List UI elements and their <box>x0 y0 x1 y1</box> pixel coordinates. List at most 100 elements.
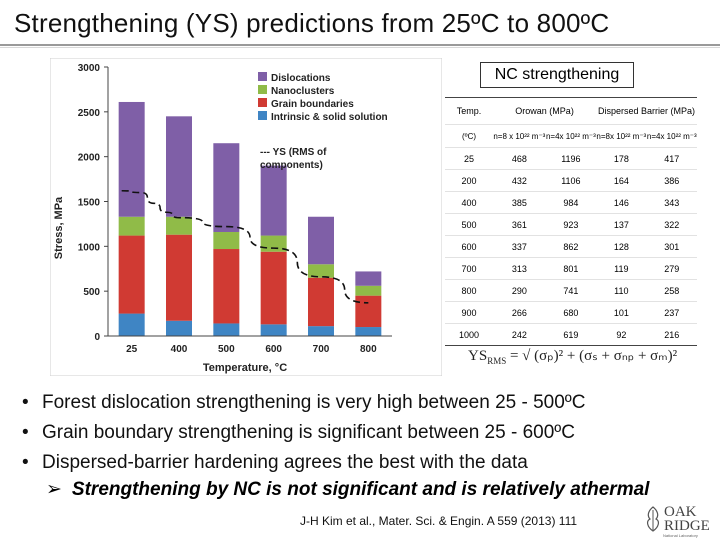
table-row: 600 337 862 128 301 <box>445 235 697 258</box>
title-divider <box>0 44 720 46</box>
bullet-text: Forest dislocation strengthening is very… <box>42 392 586 413</box>
table-cell: 216 <box>646 323 697 346</box>
arrow-bullet-icon: ➢ <box>46 479 62 500</box>
table-cell: 313 <box>493 257 546 280</box>
bar-segment-intrinsic-solid-solution <box>213 323 240 336</box>
legend-label: Grain boundaries <box>271 99 354 110</box>
table-cell: 1000 <box>445 323 493 346</box>
table-cell: 279 <box>646 257 697 280</box>
bar-segment-nanoclusters <box>118 216 145 236</box>
bullet-text: Dispersed-barrier hardening agrees the b… <box>42 452 528 473</box>
y-tick-label: 2000 <box>78 153 101 164</box>
table-cell: 500 <box>445 213 493 236</box>
reference-citation: J-H Kim et al., Mater. Sci. & Engin. A 5… <box>300 514 578 528</box>
table-cell: 900 <box>445 301 493 324</box>
y-tick-label: 2500 <box>78 108 101 119</box>
table-cell: 801 <box>545 257 597 280</box>
x-tick-label: 800 <box>360 344 377 355</box>
logo-line1: OAK <box>664 504 697 520</box>
formula-lhs-subscript: RMS <box>487 356 507 366</box>
x-tick-label: 700 <box>313 344 330 355</box>
table-cell: 600 <box>445 235 493 258</box>
bar-segment-nanoclusters <box>213 231 240 250</box>
x-tick-label: 400 <box>171 344 188 355</box>
formula-lhs: YS <box>468 348 488 364</box>
bullet-item: • Forest dislocation strengthening is ver… <box>22 388 585 418</box>
formula-rhs: = √ (σₚ)² + (σₛ + σₙₚ + σₘ)² <box>509 348 678 364</box>
table-subheader-cell: n=8x 10²² m⁻³ <box>596 124 647 148</box>
bar-segment-grain-boundaries <box>118 235 145 314</box>
bar-segment-dislocations <box>118 101 145 217</box>
bullet-dot-icon: • <box>22 452 29 473</box>
table-cell: 266 <box>493 301 546 324</box>
legend-swatch <box>258 72 267 81</box>
legend-label: Nanoclusters <box>271 86 335 97</box>
bar-segment-intrinsic-solid-solution <box>260 324 287 336</box>
table-cell: 92 <box>596 323 647 346</box>
table-cell: 178 <box>596 147 647 170</box>
table-cell: 432 <box>493 169 546 192</box>
table-cell: 862 <box>545 235 597 258</box>
y-tick-label: 1500 <box>78 198 101 209</box>
legend-label: Intrinsic & solid solution <box>271 112 388 123</box>
table-cell: 164 <box>596 169 647 192</box>
table-cell: 923 <box>545 213 597 236</box>
legend-swatch <box>258 98 267 107</box>
bullet-item: • Dispersed-barrier hardening agrees the … <box>22 448 585 478</box>
table-row: 400 385 984 146 343 <box>445 191 697 214</box>
y-tick-label: 1000 <box>78 242 101 253</box>
bar-segment-grain-boundaries <box>260 251 287 325</box>
table-cell: 385 <box>493 191 546 214</box>
y-axis-title: Stress, MPa <box>53 196 65 259</box>
sub-bullet-text: Strengthening by NC is not significant a… <box>71 479 650 500</box>
slide-title: Strengthening (YS) predictions from 25ºC… <box>14 8 610 38</box>
bar-segment-nanoclusters <box>260 235 287 252</box>
table-cell: 128 <box>596 235 647 258</box>
bullet-dot-icon: • <box>22 392 29 413</box>
bar-segment-grain-boundaries <box>166 234 192 321</box>
table-cell: 680 <box>545 301 597 324</box>
table-cell: 417 <box>646 147 697 170</box>
table-cell: 200 <box>445 169 493 192</box>
x-tick-label: 600 <box>265 344 282 355</box>
table-cell: 137 <box>596 213 647 236</box>
y-tick-label: 0 <box>94 332 100 343</box>
bullet-text: Grain boundary strengthening is signific… <box>42 422 575 443</box>
table-row: 800 290 741 110 258 <box>445 279 697 302</box>
bullet-item: • Grain boundary strengthening is signifi… <box>22 418 585 448</box>
nc-strengthening-label: NC strengthening <box>480 62 634 88</box>
table-cell: 101 <box>596 301 647 324</box>
table-cell: 146 <box>596 191 647 214</box>
bar-segment-dislocations <box>166 116 192 217</box>
table-row: 500 361 923 137 322 <box>445 213 697 236</box>
table-row: 200 432 1106 164 386 <box>445 169 697 192</box>
table-cell: 361 <box>493 213 546 236</box>
sub-bullet: ➢ Strengthening by NC is not significant … <box>46 478 649 501</box>
table-subheader-cell: (ºC) <box>445 124 493 148</box>
table-cell: 1106 <box>545 169 597 192</box>
bar-segment-dislocations <box>308 216 334 265</box>
bar-segment-grain-boundaries <box>308 277 334 327</box>
bar-segment-dislocations <box>260 165 287 236</box>
table-cell: 301 <box>646 235 697 258</box>
table-cell: 400 <box>445 191 493 214</box>
nc-strengthening-table: Temp. Orowan (MPa) Dispersed Barrier (MP… <box>445 97 697 346</box>
table-header-cell: Orowan (MPa) <box>493 97 597 125</box>
bullet-dot-icon: • <box>22 422 29 443</box>
legend-swatch <box>258 111 267 120</box>
x-axis-title: Temperature, °C <box>203 362 287 374</box>
table-subheader-row: (ºC) n=8 x 10²² m⁻³ n=4x 10²² m⁻³ n=8x 1… <box>445 124 697 148</box>
title-divider-shadow <box>0 47 720 48</box>
x-tick-label: 25 <box>126 344 138 355</box>
ys-rms-line <box>121 189 369 304</box>
table-cell: 984 <box>545 191 597 214</box>
table-cell: 337 <box>493 235 546 258</box>
table-subheader-cell: n=4x 10²² m⁻³ <box>545 124 597 148</box>
table-cell: 386 <box>646 169 697 192</box>
bullet-list: • Forest dislocation strengthening is ver… <box>22 388 585 478</box>
table-cell: 322 <box>646 213 697 236</box>
table-subheader-cell: n=8 x 10²² m⁻³ <box>493 124 546 148</box>
oak-leaf-icon <box>647 506 659 532</box>
bar-segment-intrinsic-solid-solution <box>166 320 192 336</box>
bar-segment-dislocations <box>355 271 382 286</box>
